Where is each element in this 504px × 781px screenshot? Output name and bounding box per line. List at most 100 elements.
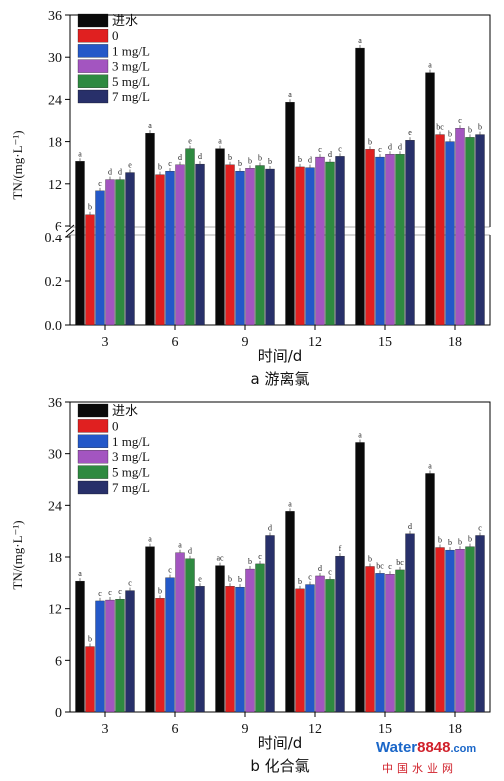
legend-label: 1 mg/L (112, 434, 150, 449)
bar-1-15-3 (385, 154, 395, 326)
bar-1-12-5 (335, 156, 345, 326)
y-tick-label: 30 (48, 448, 62, 463)
bar-1-18-0 (425, 72, 435, 326)
x-axis-title: 时间/d (258, 734, 303, 752)
x-tick-label: 18 (448, 335, 462, 350)
bar-2-3-5 (125, 590, 135, 713)
legend-swatch (77, 89, 109, 104)
y-tick-label: 0.2 (45, 275, 63, 290)
significance-label: d (308, 156, 312, 165)
significance-label: c (128, 579, 132, 588)
bar-2-15-2 (375, 573, 385, 713)
x-tick-label: 3 (102, 722, 109, 737)
bar-2-15-3 (385, 574, 395, 713)
significance-label: b (468, 125, 472, 134)
significance-label: b (468, 535, 472, 544)
axis-break-mark (65, 229, 75, 238)
axis-break-mark (65, 224, 75, 233)
bar-1-6-0 (145, 133, 155, 326)
legend-label: 7 mg/L (112, 89, 150, 104)
significance-label: a (148, 121, 152, 130)
significance-label: a (428, 461, 432, 470)
legend-swatch (77, 403, 109, 418)
bar-2-3-0 (75, 580, 85, 713)
significance-label: c (318, 145, 322, 154)
bar-1-9-5 (265, 168, 275, 326)
significance-label: c (118, 587, 122, 596)
x-tick-label: 3 (102, 335, 109, 350)
bar-2-9-3 (245, 568, 255, 713)
y-tick-label: 18 (48, 551, 62, 566)
significance-label: c (108, 588, 112, 597)
y-tick-label: 24 (48, 93, 62, 108)
bar-2-12-3 (315, 575, 325, 713)
significance-label: d (108, 168, 112, 177)
bar-1-6-3 (175, 164, 185, 326)
y-tick-label: 36 (48, 9, 62, 24)
legend-swatch (77, 434, 109, 448)
bar-1-12-3 (315, 156, 325, 326)
bar-2-9-2 (235, 586, 245, 713)
bar-2-12-2 (305, 584, 315, 713)
y-tick-label: 0.0 (45, 319, 63, 334)
bar-1-15-1 (365, 149, 375, 326)
significance-label: a (428, 61, 432, 70)
y-tick-label: 6 (55, 654, 62, 669)
significance-label: d (198, 152, 202, 161)
bar-2-18-1 (435, 547, 445, 713)
legend-label: 3 mg/L (112, 59, 150, 74)
bar-1-12-1 (295, 166, 305, 326)
significance-label: f (339, 544, 342, 553)
bar-2-15-0 (355, 442, 365, 713)
bar-2-3-1 (85, 646, 95, 713)
significance-label: b (228, 153, 232, 162)
significance-label: b (228, 574, 232, 583)
bar-2-12-5 (335, 555, 345, 713)
significance-label: c (258, 552, 262, 561)
watermark-cn: 中国水业网 (382, 762, 457, 775)
significance-label: b (268, 157, 272, 166)
bar-1-9-2 (235, 170, 245, 326)
bar-1-3-1 (85, 214, 95, 326)
bar-1-18-3 (455, 128, 465, 326)
significance-label: b (238, 575, 242, 584)
significance-label: a (358, 430, 362, 439)
bar-1-18-1 (435, 134, 445, 326)
bar-2-18-2 (445, 549, 455, 713)
bar-1-18-2 (445, 141, 455, 326)
legend-label: 5 mg/L (112, 74, 150, 89)
bar-1-15-2 (375, 156, 385, 326)
legend-swatch (77, 419, 109, 433)
bar-2-9-5 (265, 535, 275, 713)
watermark-logo: Water8848.com (376, 739, 476, 756)
bar-2-9-4 (255, 563, 265, 713)
significance-label: a (218, 137, 222, 146)
x-tick-label: 18 (448, 722, 462, 737)
y-tick-label: 0 (55, 706, 62, 721)
bar-1-6-2 (165, 170, 175, 326)
bar-1-3-3 (105, 179, 115, 326)
legend-swatch (77, 480, 109, 495)
bar-1-12-2 (305, 167, 315, 326)
bar-2-18-5 (475, 535, 485, 713)
significance-label: b (368, 554, 372, 563)
bar-2-6-2 (165, 577, 175, 713)
bar-2-6-1 (155, 598, 165, 713)
bar-2-15-5 (405, 533, 415, 713)
legend-label: 3 mg/L (112, 449, 150, 464)
legend-swatch (77, 59, 109, 73)
legend-swatch (77, 13, 109, 28)
bar-1-6-1 (155, 174, 165, 326)
legend-swatch (77, 450, 109, 464)
significance-label: b (368, 137, 372, 146)
significance-label: b (438, 536, 442, 545)
bar-2-9-1 (225, 586, 235, 713)
bar-1-18-4 (465, 137, 475, 326)
significance-label: a (178, 541, 182, 550)
bar-2-6-5 (195, 586, 205, 713)
significance-label: b (158, 163, 162, 172)
significance-label: b (88, 635, 92, 644)
bar-2-15-1 (365, 566, 375, 713)
significance-label: e (188, 137, 192, 146)
